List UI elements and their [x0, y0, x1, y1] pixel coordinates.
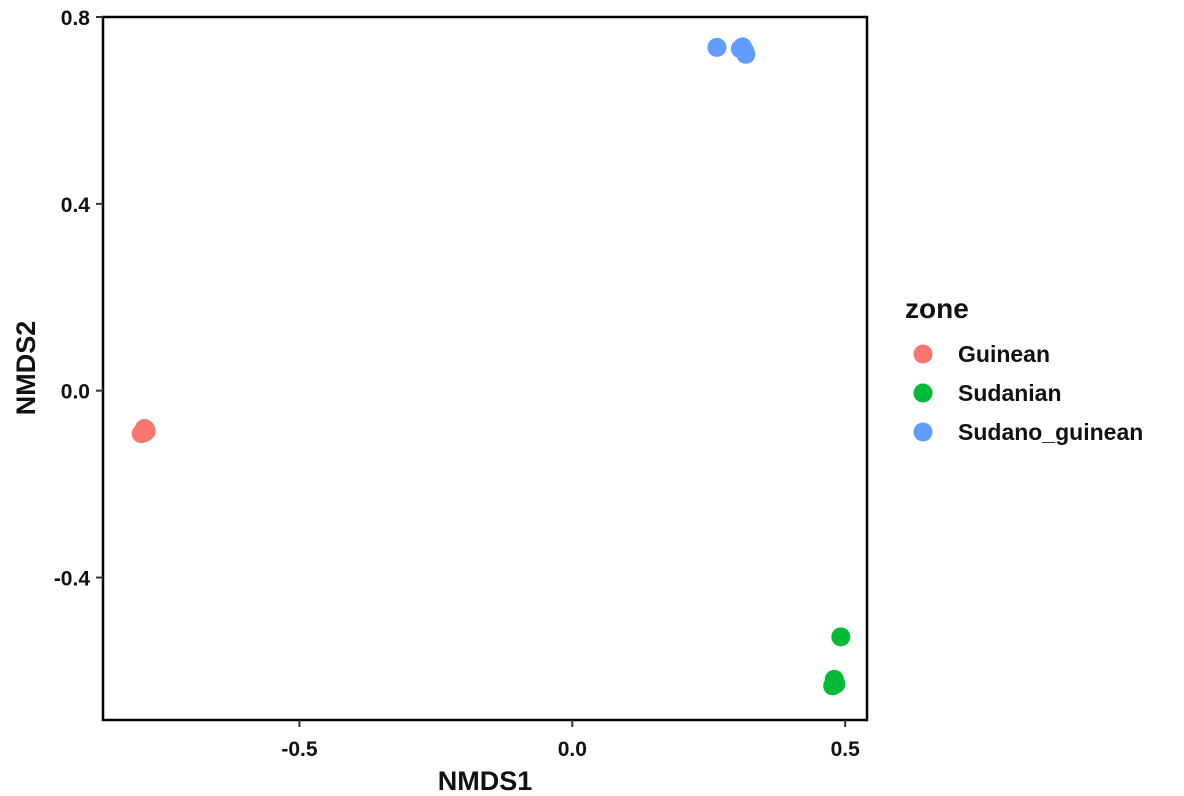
point-sudanian: [831, 627, 851, 647]
x-tick-label: 0.0: [558, 738, 587, 761]
y-tick-label: -0.4: [54, 568, 91, 591]
legend-title: zone: [905, 293, 969, 324]
point-sudanian: [825, 671, 845, 691]
point-sudano-guinean: [733, 37, 753, 57]
point-sudano-guinean: [707, 37, 727, 57]
legend-label-sudanian: Sudanian: [958, 380, 1062, 406]
y-axis-title: NMDS2: [11, 321, 41, 416]
points-layer: [131, 37, 851, 696]
legend-key-sudano-guinean: [913, 422, 933, 442]
legend-label-guinean: Guinean: [958, 341, 1050, 367]
y-tick-label: 0.8: [61, 7, 91, 30]
legend-label-sudano-guinean: Sudano_guinean: [958, 419, 1143, 445]
plot-panel: [101, 15, 869, 722]
y-tick-label: 0.0: [61, 381, 90, 404]
legend-key-guinean: [913, 344, 933, 364]
point-guinean: [134, 419, 154, 439]
x-tick-label: 0.5: [831, 738, 861, 761]
x-axis-title: NMDS1: [438, 766, 533, 796]
y-axis: -0.4 0.0 0.4 0.8: [54, 7, 103, 591]
y-tick-label: 0.4: [61, 194, 91, 217]
legend: zone Guinean Sudanian Sudano_guinean: [905, 293, 1143, 445]
legend-key-sudanian: [913, 383, 933, 403]
x-axis: -0.5 0.0 0.5: [281, 720, 860, 761]
x-tick-label: -0.5: [281, 738, 318, 761]
